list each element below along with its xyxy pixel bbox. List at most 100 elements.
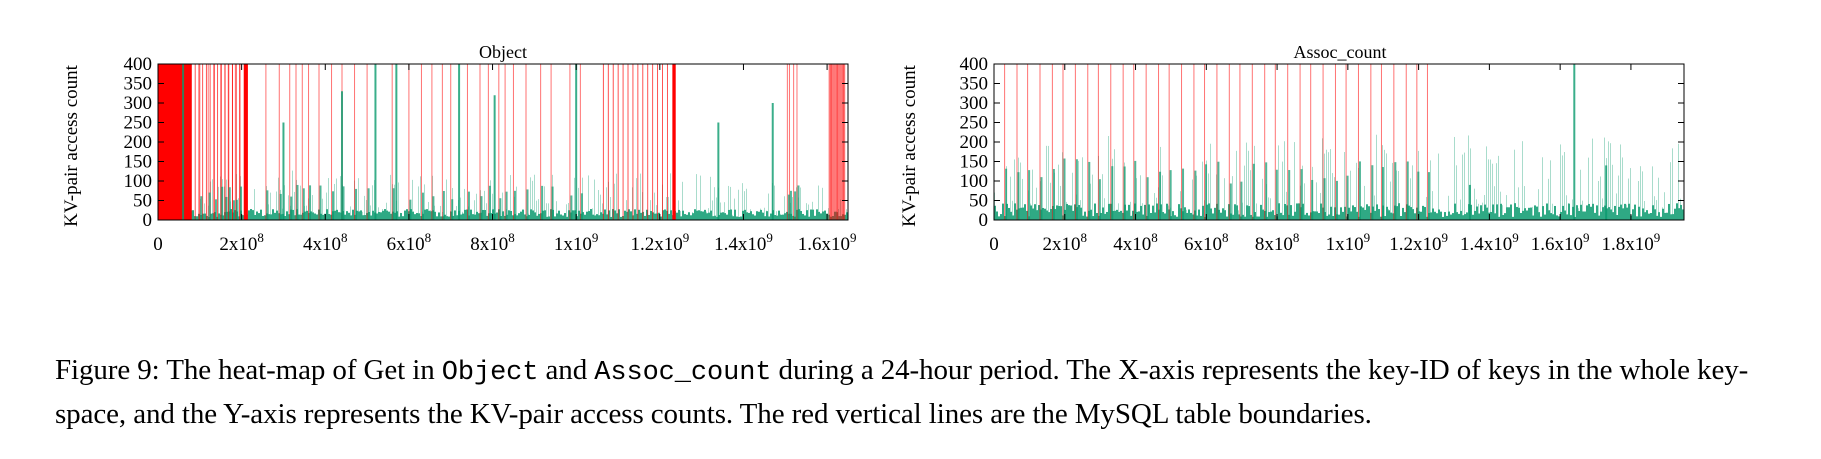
heat-cell: [1452, 213, 1454, 220]
heat-cell: [1414, 213, 1416, 220]
heat-cell: [218, 213, 220, 220]
heat-cell: [1652, 166, 1653, 206]
heat-cell: [492, 193, 493, 210]
heat-cell: [1120, 210, 1122, 220]
heat-cell: [1254, 212, 1256, 220]
heat-cell: [556, 213, 558, 220]
heat-cell: [448, 216, 450, 220]
heat-cell: [1634, 204, 1636, 220]
heat-cell: [256, 211, 258, 220]
x-tick-label: 2x108: [219, 230, 263, 255]
heat-cell: [334, 183, 335, 211]
heat-cell: [1236, 205, 1238, 220]
x-tick-label: 1x109: [554, 230, 599, 255]
heat-cell: [1448, 195, 1449, 212]
heat-cell: [460, 197, 461, 215]
heat-cell: [362, 215, 364, 220]
heat-cell: [768, 193, 769, 217]
heat-cell: [1042, 207, 1044, 220]
heat-cell: [1506, 207, 1508, 220]
heat-cell: [534, 212, 536, 220]
heat-cell: [1490, 159, 1491, 212]
heat-cell: [412, 211, 414, 220]
heat-cell: [1536, 206, 1538, 220]
heat-cell: [1578, 208, 1579, 211]
heat-cell: [358, 211, 360, 220]
heat-cell: [1070, 205, 1072, 220]
heat-cell: [816, 209, 818, 220]
heat-cell: [1060, 206, 1062, 220]
heat-cell: [1386, 153, 1387, 207]
heat-cell: [1332, 216, 1334, 220]
heat-cell: [814, 215, 816, 220]
heat-cell: [1150, 212, 1152, 220]
heat-cell: [390, 174, 391, 214]
heat-cell: [704, 209, 706, 220]
heat-cell: [264, 215, 266, 220]
heat-cell: [818, 185, 819, 212]
heat-cell: [326, 209, 328, 220]
heat-cell: [808, 216, 810, 220]
y-tick-label: 300: [960, 93, 989, 114]
heat-cell: [598, 190, 599, 216]
heat-cell: [1420, 211, 1422, 220]
heat-cell: [1334, 177, 1335, 208]
heat-cell: [1118, 203, 1119, 212]
y-tick-label: 400: [124, 54, 153, 75]
heat-cell: [1454, 203, 1456, 220]
heat-cell: [1516, 206, 1518, 220]
heat-cell: [720, 202, 721, 213]
heat-cell: [1140, 205, 1142, 220]
heat-cell: [1144, 204, 1146, 220]
heat-cell: [1520, 212, 1522, 220]
heat-cell: [1368, 206, 1370, 220]
heat-cell: [650, 200, 651, 212]
heat-cell: [714, 215, 716, 220]
heat-cell: [284, 185, 285, 217]
heat-cell: [1582, 200, 1583, 212]
heat-cell: [716, 216, 718, 220]
heat-cell: [728, 185, 729, 210]
heat-cell: [1280, 212, 1282, 220]
heat-cell: [738, 216, 740, 220]
heat-cell: [1278, 203, 1280, 220]
heat-cell: [1000, 214, 1002, 220]
heat-cell: [1002, 203, 1004, 220]
heat-cell: [812, 209, 814, 220]
heat-cell: [806, 210, 808, 220]
heat-cell: [1552, 214, 1554, 220]
heat-cell: [1642, 208, 1644, 220]
heat-cell: [474, 214, 476, 220]
y-tick-label: 350: [124, 74, 153, 95]
heat-cell: [1488, 159, 1489, 213]
heat-cell: [328, 178, 329, 214]
heat-cell: [640, 212, 642, 220]
heat-cell: [1082, 215, 1084, 220]
heat-cell: [1504, 213, 1506, 220]
heat-cell: [1328, 152, 1329, 215]
heat-cell: [658, 212, 660, 220]
heat-cell: [254, 214, 256, 220]
heat-cell: [666, 197, 667, 211]
heat-cell: [274, 212, 276, 220]
x-tick-label: 8x108: [1255, 230, 1300, 255]
heat-cell: [398, 216, 400, 220]
heat-cell: [1616, 215, 1618, 220]
heat-cell: [1548, 210, 1550, 220]
heat-cell: [760, 208, 761, 210]
heat-cell: [776, 211, 777, 216]
heat-cell: [606, 187, 607, 215]
heat-cell: [1396, 170, 1397, 207]
heat-cell: [1108, 203, 1110, 220]
heat-cell: [1178, 204, 1180, 220]
heat-cell: [678, 200, 679, 210]
heat-cell: [538, 213, 540, 220]
x-tick-label: 1.6x109: [798, 230, 857, 255]
heat-cell: [1584, 211, 1586, 220]
heat-cell: [270, 214, 272, 220]
heat-cell: [1478, 203, 1479, 214]
caption-code-assoc-count: Assoc_count: [594, 358, 772, 388]
heat-cell: [996, 211, 998, 220]
heat-cell: [654, 192, 655, 214]
heat-cell: [276, 210, 278, 220]
